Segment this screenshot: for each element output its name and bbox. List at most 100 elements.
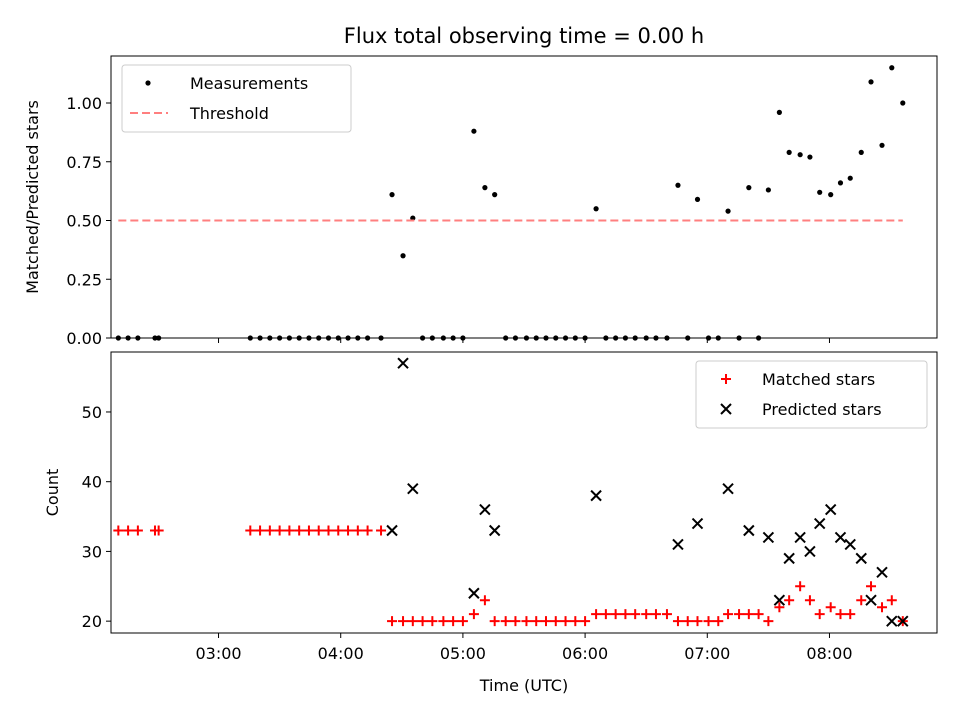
data-point [582,335,588,341]
y-tick-label: 1.00 [66,94,102,113]
data-point [715,335,721,341]
data-point [641,609,652,620]
data-point [762,531,775,544]
data-point [503,335,509,341]
data-point [125,335,131,341]
chart-title: Flux total observing time = 0.00 h [344,24,704,48]
legend: Measurements Threshold [121,64,352,133]
data-point [417,616,428,627]
data-point [468,609,479,620]
data-point [643,335,649,341]
data-point [879,142,885,148]
data-point [410,215,416,221]
data-point [632,335,638,341]
data-point [858,149,864,155]
data-point [622,335,629,341]
data-point [694,196,701,202]
data-point [560,616,571,627]
data-point [664,335,670,341]
y-tick-label: 0.50 [66,212,102,231]
data-point [553,335,559,341]
data-point [736,335,742,341]
data-point [650,609,661,620]
data-point [362,525,373,536]
data-point [876,566,888,579]
data-point [313,525,324,536]
data-point [540,616,551,627]
x-tick-label: 04:00 [318,644,364,663]
y-tick-label: 50 [82,403,102,422]
legend-box [121,64,352,133]
data-point [837,180,844,186]
series-plus-points [113,525,908,627]
data-point [897,615,909,627]
data-point [277,335,283,341]
data-point [672,616,683,627]
data-point [398,616,409,627]
data-point [705,335,712,341]
data-point [900,100,906,106]
data-point [427,616,438,627]
data-point [113,525,124,536]
data-point [572,335,578,341]
data-point [521,616,532,627]
data-point [703,616,714,627]
x-tick-label: 05:00 [440,644,486,663]
data-point [889,65,895,71]
data-point [153,525,164,536]
series-x-points [386,357,909,627]
data-point [630,609,641,620]
data-point [352,525,363,536]
data-point [562,335,569,341]
data-point [389,192,395,198]
data-point [284,525,295,536]
legend-label: Matched stars [762,370,875,389]
data-point [593,206,599,212]
data-point [510,616,521,627]
data-point [303,525,314,536]
top-panel: 0.00 0.25 0.50 0.75 1.00 Matched/Predicted st… [23,55,938,348]
data-point [723,609,734,620]
data-point [783,552,795,565]
data-point [460,335,466,341]
x-tick-label: 08:00 [806,644,852,663]
data-point [468,587,480,599]
data-point [844,538,856,551]
data-point [274,525,285,536]
data-point [543,335,549,341]
data-point [296,335,302,341]
legend-marker [145,80,151,86]
y-tick-label: 20 [82,612,102,631]
x-axis-label: Time (UTC) [479,676,568,695]
data-point [267,335,273,341]
data-point [419,335,426,341]
data-point [471,128,477,134]
legend-marker [721,374,731,384]
data-point [264,525,275,536]
data-point [743,609,754,620]
data-point [763,616,774,627]
data-point [814,609,825,620]
data-point [531,616,542,627]
data-point [734,609,745,620]
data-point [387,616,398,627]
data-point [156,335,162,341]
data-point [123,525,134,536]
data-point [855,552,867,565]
data-point [115,335,121,341]
data-point [482,185,488,191]
data-point [345,335,351,341]
data-point [492,192,498,198]
data-point [550,616,561,627]
data-point [580,616,591,627]
data-point [722,482,734,495]
data-point [825,602,836,613]
data-point [407,616,418,627]
data-point [479,503,491,516]
data-point [620,609,631,620]
data-point [429,335,435,341]
data-point [776,109,782,115]
y-tick-label: 30 [82,542,102,561]
data-point [794,531,806,544]
